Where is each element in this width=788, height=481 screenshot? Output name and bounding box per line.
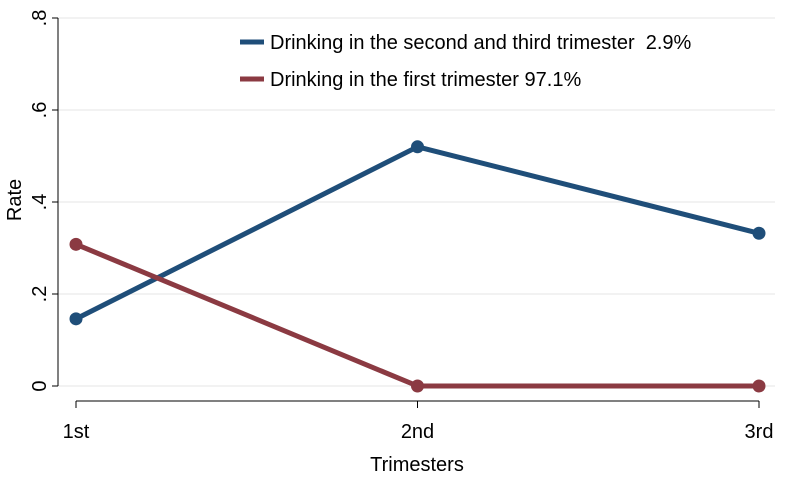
- axes: 0 .2 .4 .6 .8 1st 2nd 3rd: [29, 10, 773, 443]
- data-series: [69, 140, 766, 393]
- y-tick-label-4: .8: [29, 10, 51, 27]
- legend: Drinking in the second and third trimest…: [240, 32, 692, 91]
- x-tick-label-2: 3rd: [745, 421, 774, 443]
- y-tick-label-1: .2: [29, 286, 51, 303]
- x-tick-label-1: 2nd: [401, 421, 434, 443]
- y-tick-label-3: .6: [29, 102, 51, 119]
- series-0-point-1: [411, 140, 424, 154]
- legend-label-0: Drinking in the second and third trimest…: [270, 32, 692, 54]
- series-0-point-0: [69, 312, 83, 326]
- legend-label-1: Drinking in the first trimester 97.1%: [270, 69, 581, 91]
- x-axis-title: Trimesters: [370, 454, 464, 476]
- x-tick-label-0: 1st: [63, 421, 90, 443]
- series-line-0: [73, 144, 762, 322]
- y-tick-label-2: .4: [29, 194, 51, 211]
- y-tick-label-0: 0: [29, 380, 51, 391]
- series-0-point-2: [752, 226, 766, 240]
- series-1-point-0: [69, 237, 83, 251]
- series-1-point-2: [752, 379, 766, 393]
- y-axis-title: Rate: [4, 179, 26, 221]
- series-1-point-1: [411, 379, 424, 393]
